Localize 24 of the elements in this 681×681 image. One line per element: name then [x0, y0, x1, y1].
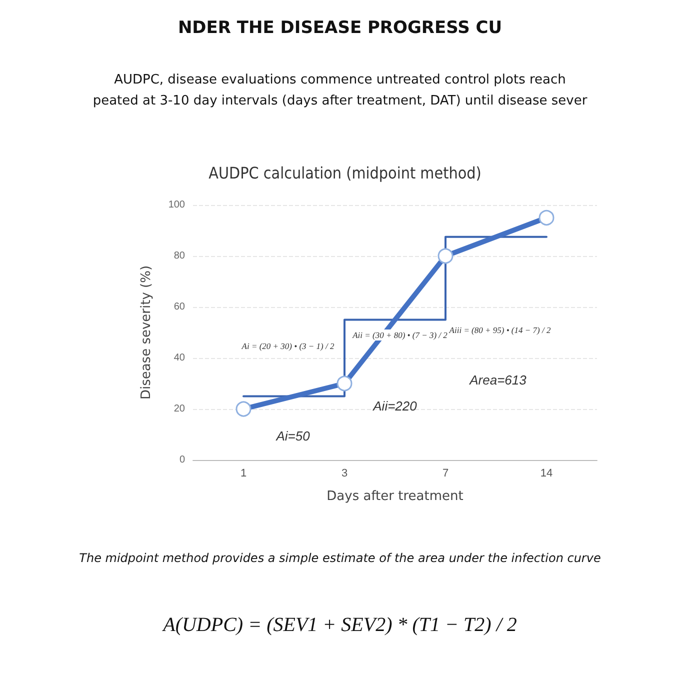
x-tick-label: 14 [540, 468, 553, 480]
y-tick-label: 100 [168, 200, 186, 210]
y-tick-label: 60 [174, 302, 186, 312]
y-tick-label: 40 [174, 352, 186, 364]
annotation: Aiii = (80 + 95) • (14 − 7) / 2 [448, 325, 552, 335]
annotation: Area=613 [468, 372, 528, 388]
text: NDER THE DISEASE PROGRESS CU [178, 18, 502, 38]
text: peated at 3-10 day intervals (days after treatment, DAT) until disease sever [92, 94, 588, 108]
text: A(UDPC) = (SEV1 + SEV2) * (T1 − T2) / 2 [161, 614, 517, 636]
annotation: Aii=220 [372, 398, 418, 414]
y-tick-label: 80 [174, 250, 186, 262]
y-axis-title: Disease severity (%) [139, 265, 154, 400]
x-axis-title: Days after treatment [326, 489, 464, 504]
text: AUDPC, disease evaluations commence untreated control plots reach [114, 72, 566, 88]
x-tick-label: 1 [240, 468, 247, 480]
annotation: Ai = (20 + 30) • (3 − 1) / 2 [240, 341, 335, 351]
annotation: Aii = (30 + 80) • (7 − 3) / 2 [352, 330, 448, 340]
chart-title: AUDPC calculation (midpoint method) [208, 164, 482, 182]
y-tick-label: 20 [174, 404, 186, 414]
x-tick-label: 3 [341, 468, 348, 480]
x-tick-label: 7 [442, 468, 449, 480]
y-tick-label: 0 [179, 454, 186, 466]
annotation: Ai=50 [275, 428, 311, 444]
text: The midpoint method provides a simple estimate of the area under the infection curve [79, 551, 601, 565]
